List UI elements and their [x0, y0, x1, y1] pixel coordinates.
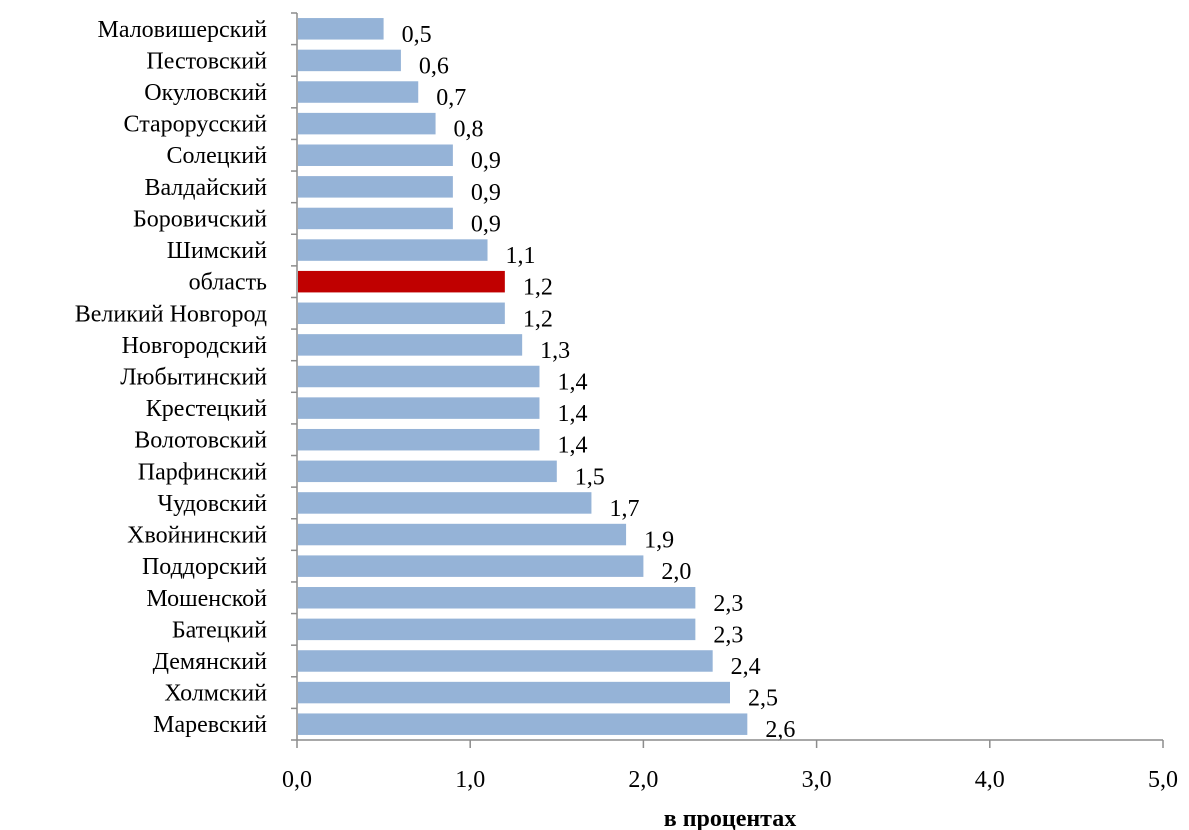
category-label: Солецкий: [166, 143, 267, 169]
category-label: Великий Новгород: [75, 301, 267, 327]
x-tick-label: 1,0: [455, 767, 485, 793]
bar: [298, 587, 696, 609]
bar: [298, 112, 436, 135]
value-label: 1,1: [506, 243, 536, 269]
bar: [298, 713, 748, 735]
bar: [298, 650, 713, 672]
category-label: Маловишерский: [98, 17, 268, 43]
bar: [298, 302, 505, 325]
bar: [298, 176, 453, 198]
value-label: 0,9: [471, 180, 501, 206]
bar: [298, 492, 592, 514]
category-label: Демянский: [153, 649, 268, 675]
category-label: Батецкий: [172, 617, 267, 643]
category-label: Маревский: [153, 712, 267, 738]
value-label: 1,3: [540, 338, 570, 364]
value-label: 1,4: [557, 401, 587, 427]
value-label: 1,5: [575, 464, 605, 490]
category-labels: Маловишерский Пестовский Окуловский Старору…: [75, 17, 267, 738]
value-label: 0,6: [419, 53, 449, 79]
bar: [298, 239, 488, 261]
category-label: Новгородский: [122, 333, 268, 359]
category-label: Волотовский: [134, 428, 267, 454]
bar: [298, 618, 696, 641]
bar: [298, 18, 384, 40]
category-label: Чудовский: [158, 491, 268, 517]
bar: [298, 555, 644, 577]
bar: [298, 365, 540, 388]
value-label: 1,4: [557, 370, 587, 396]
x-axis-ticks: [296, 740, 1164, 748]
x-tick-label: 2,0: [628, 767, 658, 793]
bar: [298, 523, 627, 546]
value-labels: 0,50,60,70,80,90,90,91,11,21,21,31,41,41…: [402, 22, 796, 743]
y-axis-ticks: [291, 12, 297, 741]
bar: [298, 397, 540, 419]
category-label: область: [189, 270, 267, 296]
value-label: 1,2: [523, 275, 553, 301]
category-label: Мошенской: [146, 586, 267, 612]
value-label: 2,0: [661, 559, 691, 585]
value-label: 1,2: [523, 306, 553, 332]
bar: [298, 81, 419, 103]
value-label: 2,5: [748, 686, 778, 712]
bar-highlight: [298, 270, 505, 293]
category-label: Крестецкий: [146, 396, 267, 422]
value-label: 2,3: [713, 591, 743, 617]
x-tick-label: 4,0: [975, 767, 1005, 793]
x-tick-label: 3,0: [802, 767, 832, 793]
value-label: 0,9: [471, 211, 501, 237]
value-label: 0,5: [402, 22, 432, 48]
value-label: 2,4: [731, 654, 761, 680]
category-label: Шимский: [167, 238, 267, 264]
value-label: 1,4: [557, 433, 587, 459]
bar: [298, 681, 730, 704]
category-label: Хвойнинский: [127, 523, 267, 549]
value-label: 2,3: [713, 622, 743, 648]
category-label: Парфинский: [138, 459, 267, 485]
bar: [298, 49, 401, 72]
category-label: Холмский: [164, 681, 267, 707]
x-axis-title: в процентах: [664, 806, 797, 830]
category-label: Поддорский: [142, 554, 267, 580]
bars-group: [298, 18, 748, 735]
value-label: 1,9: [644, 528, 674, 554]
value-label: 2,6: [765, 717, 795, 743]
value-label: 0,9: [471, 148, 501, 174]
bar: [298, 334, 523, 356]
axes: [296, 13, 1163, 741]
x-tick-labels: 0,0 1,0 2,0 3,0 4,0 5,0: [282, 767, 1178, 793]
x-tick-label: 0,0: [282, 767, 312, 793]
bar: [298, 207, 453, 230]
category-label: Старорусский: [124, 112, 268, 138]
x-tick-label: 5,0: [1148, 767, 1178, 793]
bar: [298, 428, 540, 451]
value-label: 0,8: [454, 117, 484, 143]
category-label: Пестовский: [146, 48, 267, 74]
category-label: Боровичский: [133, 206, 267, 232]
category-label: Любытинский: [120, 365, 267, 391]
category-label: Валдайский: [144, 175, 267, 201]
value-label: 0,7: [436, 85, 466, 111]
bar: [298, 460, 557, 483]
bar: [298, 144, 453, 166]
category-label: Окуловский: [144, 80, 267, 106]
value-label: 1,7: [609, 496, 639, 522]
